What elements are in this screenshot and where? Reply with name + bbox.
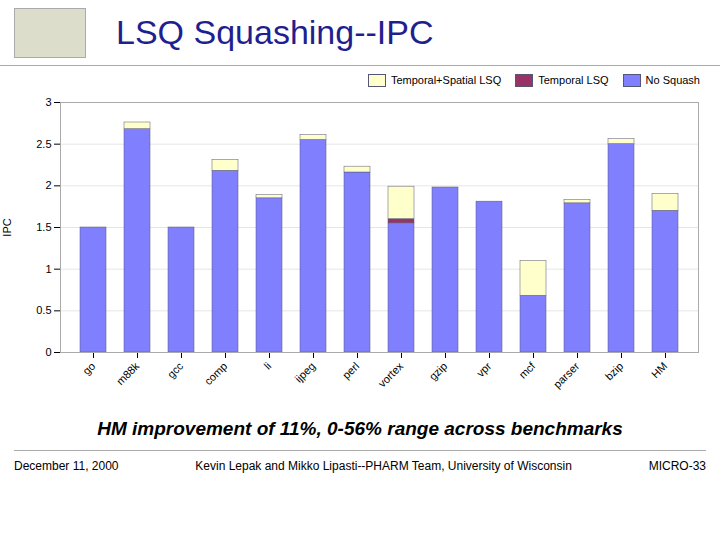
svg-text:2.5: 2.5 — [36, 138, 51, 150]
svg-text:m88k: m88k — [114, 359, 142, 387]
html-text:December 11, 2000: December 11, 2000 — [14, 459, 119, 473]
html-text:HM improvement of 11%, 0-56% r: HM improvement of 11%, 0-56% range acros… — [97, 418, 623, 439]
svg-text:2: 2 — [45, 179, 51, 191]
svg-text:vpr: vpr — [474, 360, 494, 380]
svg-text:ijpeg: ijpeg — [292, 360, 317, 385]
html-text:LSQ Squashing--IPC: LSQ Squashing--IPC — [116, 13, 434, 51]
svg-text:go: go — [80, 360, 97, 377]
html-text:No Squash: No Squash — [645, 74, 700, 86]
svg-text:li: li — [261, 360, 273, 372]
svg-text:mcf: mcf — [516, 359, 538, 381]
svg-text:bzip: bzip — [603, 360, 626, 383]
html-text:Temporal+Spatial LSQ: Temporal+Spatial LSQ — [390, 74, 502, 86]
svg-text:1.5: 1.5 — [36, 221, 51, 233]
svg-text:IPC: IPC — [1, 218, 13, 236]
svg-text:HM: HM — [649, 360, 670, 381]
svg-text:3: 3 — [45, 96, 51, 108]
svg-text:0.5: 0.5 — [36, 304, 51, 316]
svg-text:comp: comp — [202, 360, 230, 388]
html-text:Kevin Lepak and Mikko Lipasti-: Kevin Lepak and Mikko Lipasti--PHARM Tea… — [195, 459, 572, 473]
svg-text:1: 1 — [45, 263, 51, 275]
svg-text:perl: perl — [340, 360, 361, 381]
svg-text:parser: parser — [551, 360, 582, 391]
svg-text:vortex: vortex — [376, 359, 406, 389]
html-text:MICRO-33: MICRO-33 — [648, 459, 706, 473]
svg-text:gcc: gcc — [165, 359, 186, 380]
svg-text:gzip: gzip — [427, 360, 450, 383]
svg-text:0: 0 — [45, 346, 51, 358]
html-text:Temporal LSQ: Temporal LSQ — [538, 74, 609, 86]
